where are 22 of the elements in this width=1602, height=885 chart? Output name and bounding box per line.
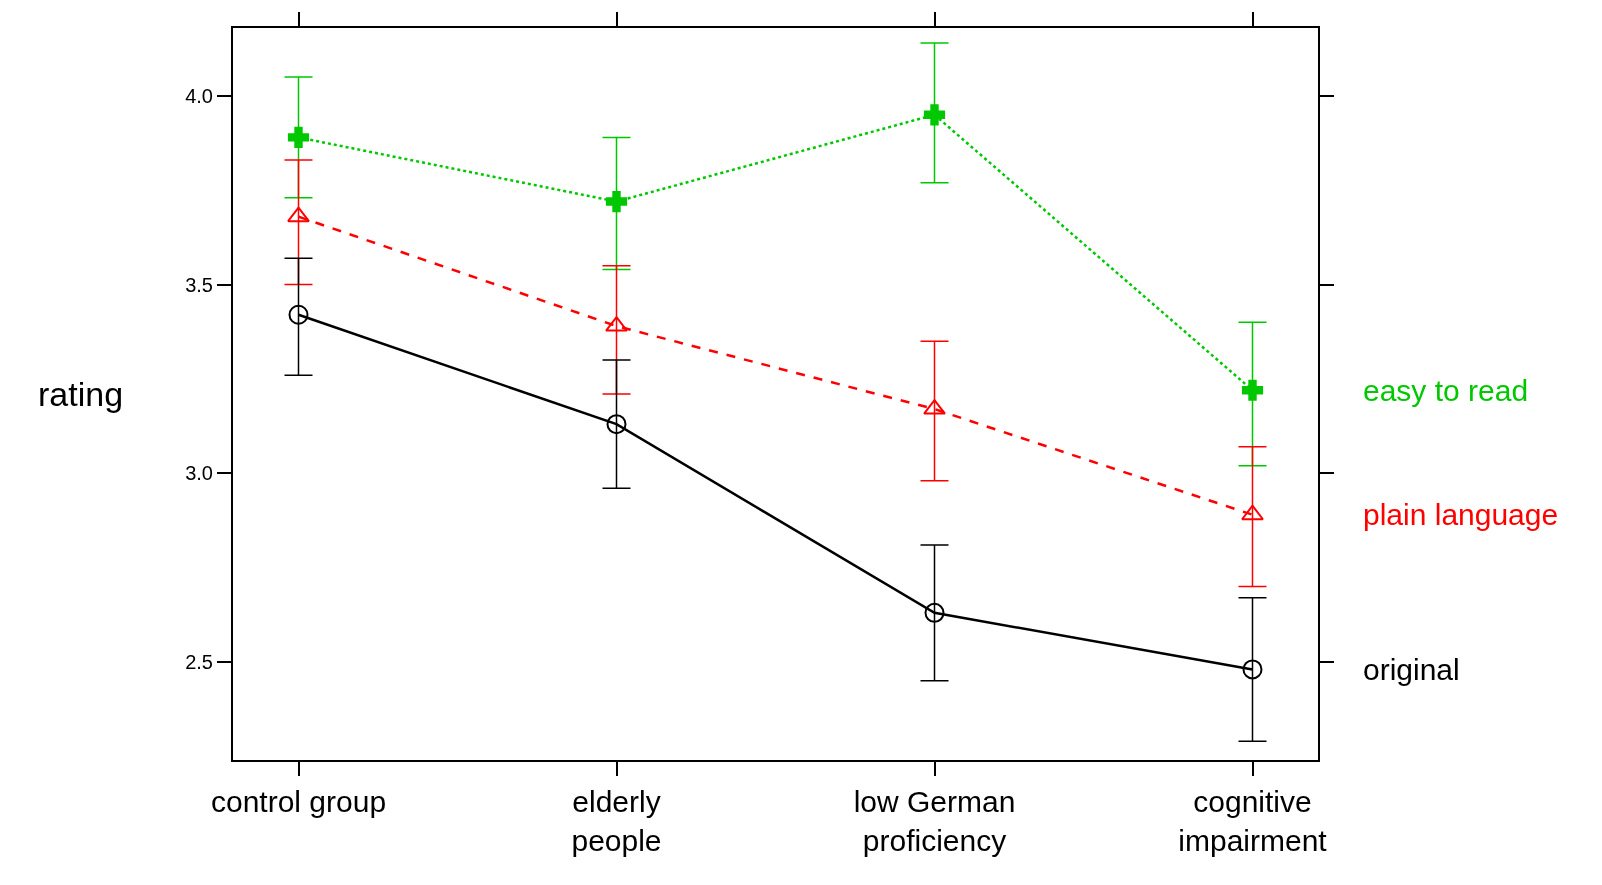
- point: [923, 104, 946, 126]
- x-tick-label: control group: [210, 785, 387, 818]
- point: [606, 414, 627, 435]
- point: [1241, 379, 1264, 401]
- y-tick-label: 3.5: [185, 273, 213, 296]
- y-tick-label: 3.0: [185, 462, 213, 485]
- text: easy to read: [1363, 374, 1529, 407]
- point: [1242, 659, 1263, 680]
- x-tick-label: cognitive impairment: [1178, 785, 1328, 857]
- y-tick-label: 2.5: [185, 650, 213, 673]
- point: [287, 206, 310, 223]
- point: [288, 304, 309, 325]
- legend-label: original: [1363, 653, 1460, 686]
- point: [605, 190, 628, 213]
- text: plain language: [1363, 498, 1559, 531]
- y-tick-label: 4.0: [185, 84, 213, 107]
- x-tick-label: elderly people: [571, 785, 662, 857]
- point: [287, 126, 310, 149]
- y-axis-title: rating: [38, 375, 124, 413]
- point: [924, 602, 945, 623]
- point: [1241, 504, 1264, 521]
- x-tick-label: low German proficiency: [853, 785, 1016, 857]
